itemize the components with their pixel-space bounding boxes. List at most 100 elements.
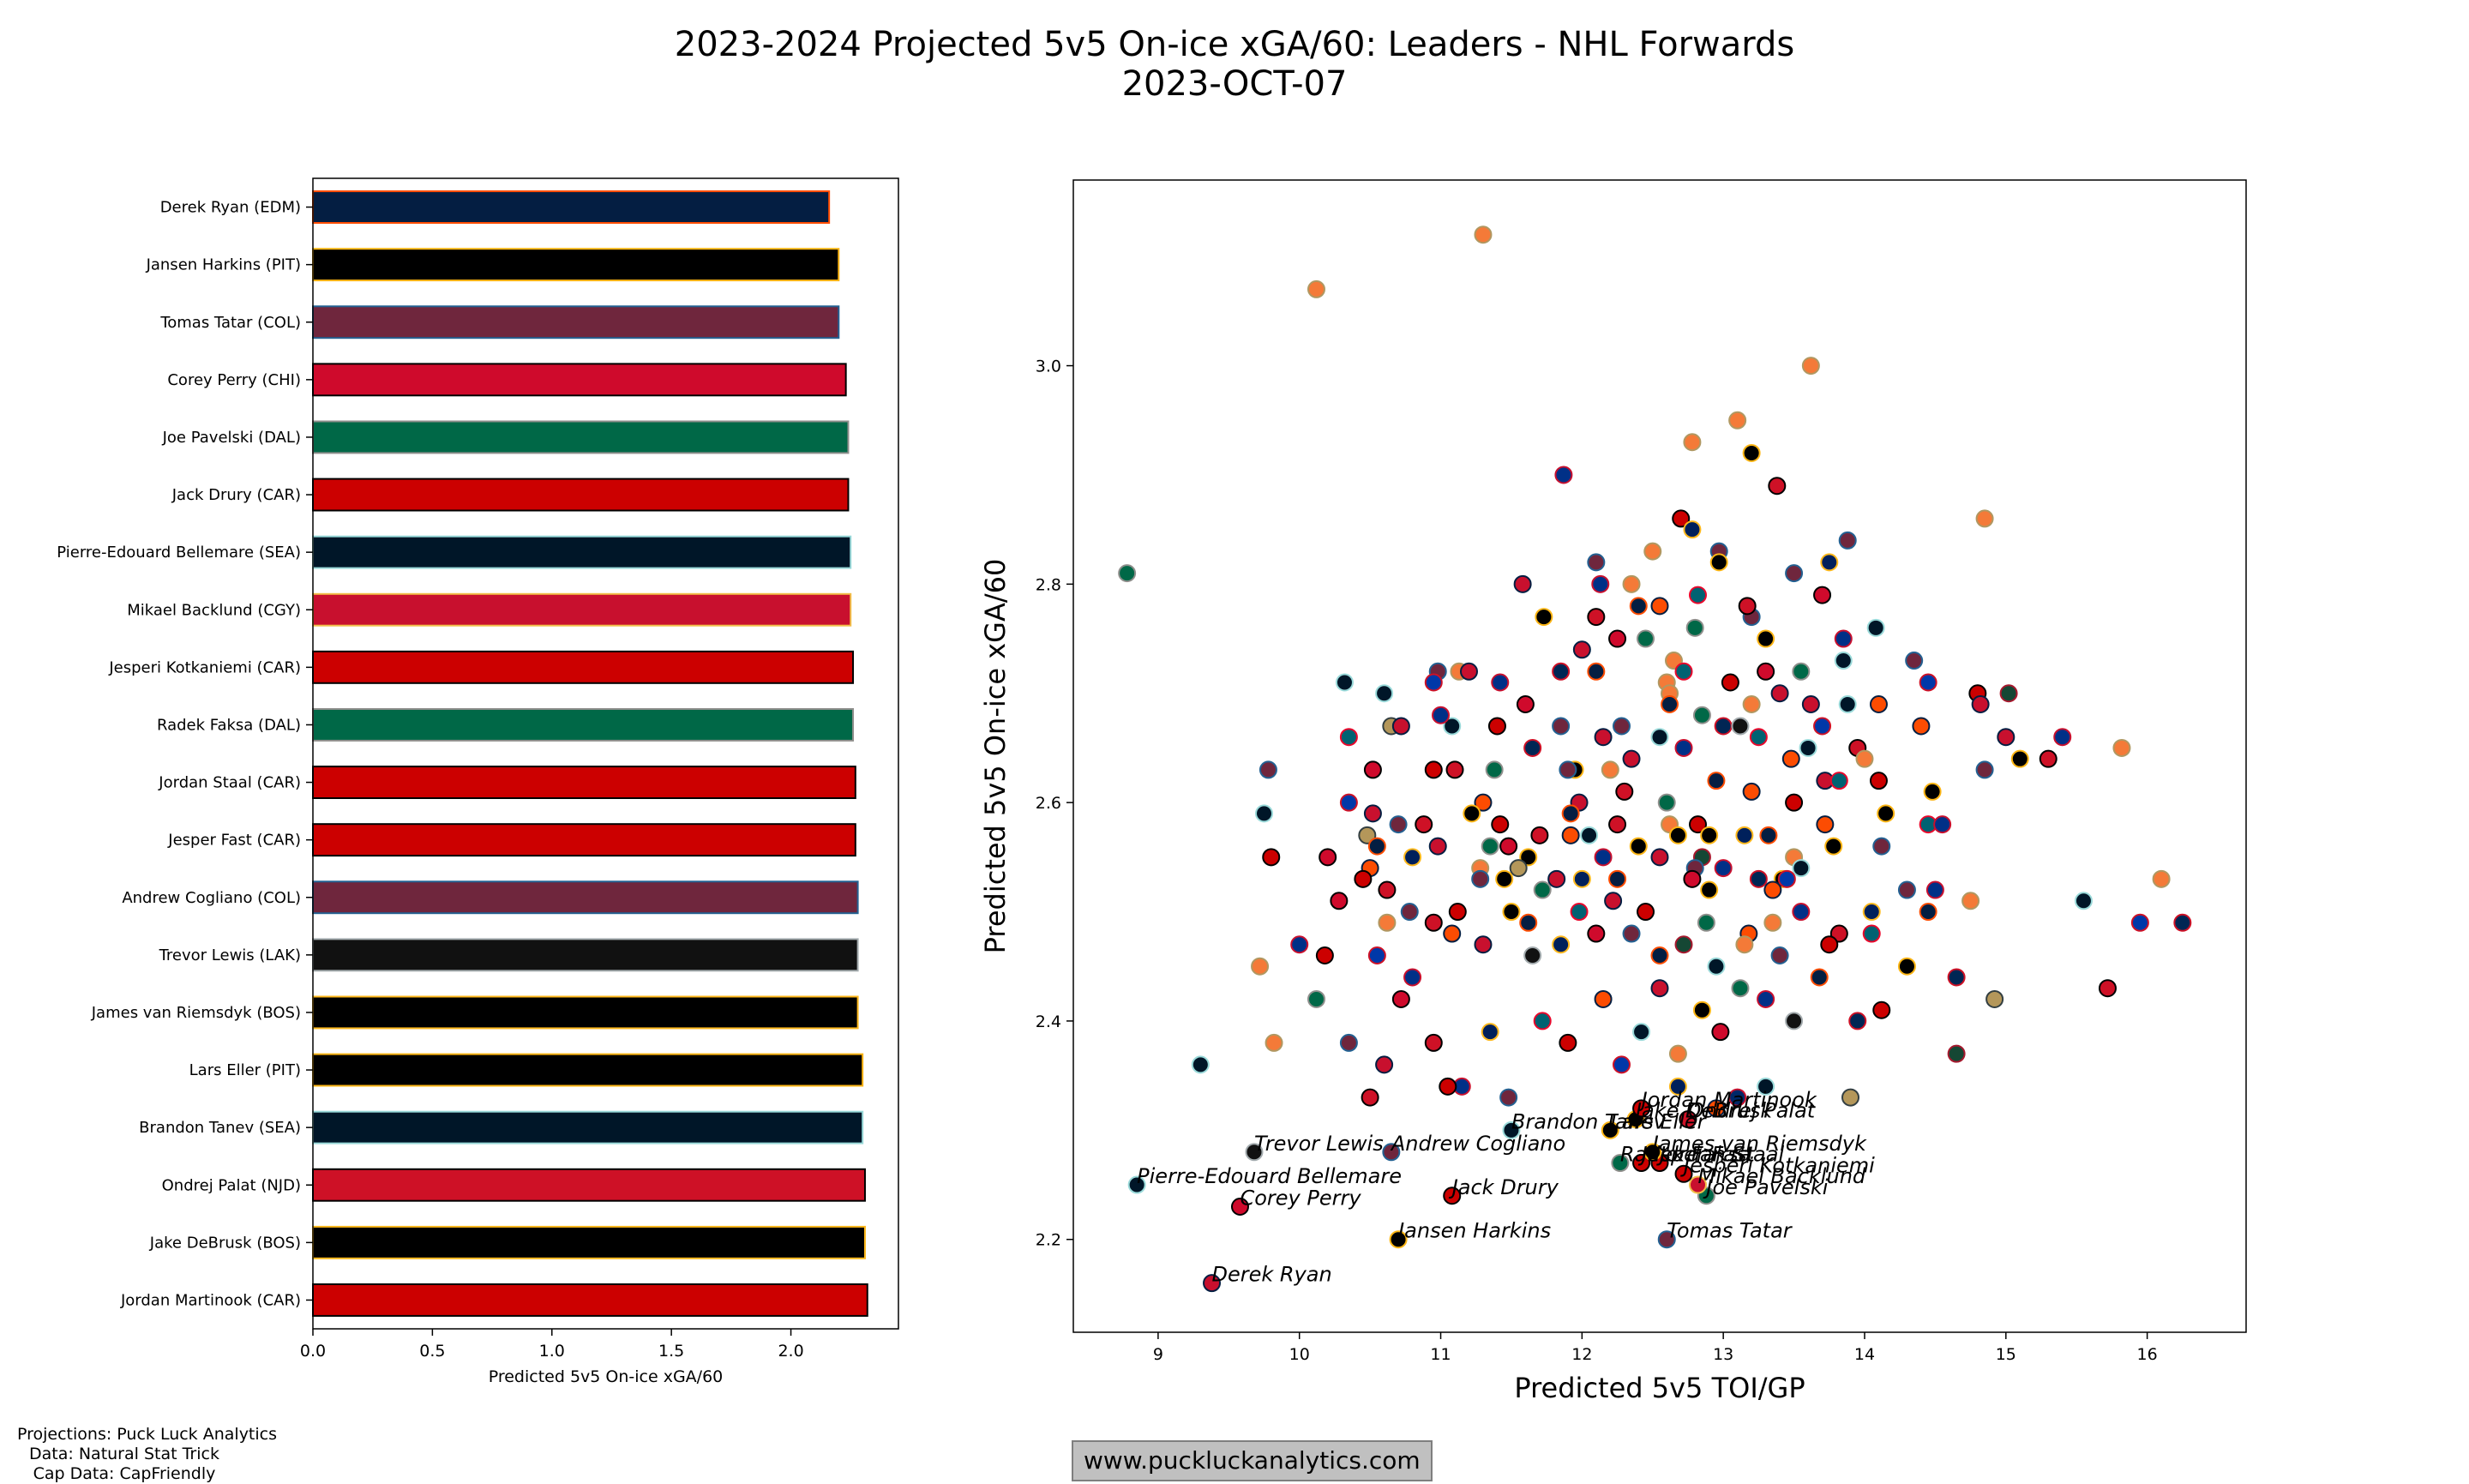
scatter-point	[1307, 989, 1325, 1008]
bar	[312, 1110, 864, 1145]
scatter-point	[1816, 815, 1835, 834]
scatter-point	[1604, 892, 1623, 910]
scatter-point	[2112, 738, 2131, 757]
bar	[312, 535, 852, 569]
bar	[312, 650, 855, 684]
scatter-point	[1697, 913, 1715, 932]
bar-label: Mikael Backlund (CGY)	[127, 601, 301, 619]
scatter-point	[1594, 848, 1613, 867]
scatter-point	[1707, 957, 1726, 976]
scatter-point	[1650, 728, 1669, 747]
scatter-point	[1781, 749, 1800, 768]
credit-cap-data: Cap Data: CapFriendly	[33, 1464, 216, 1483]
scatter-point	[1439, 1077, 1457, 1096]
scatter-point	[1559, 760, 1577, 779]
player-label: Derek Ryan	[1212, 1263, 1332, 1287]
credit-projections: Projections: Puck Luck Analytics	[17, 1425, 278, 1444]
scatter-point	[1118, 564, 1137, 583]
scatter-point	[1763, 913, 1782, 932]
scatter-point	[1792, 903, 1811, 922]
player-label: Ondrej Palat	[1688, 1099, 1817, 1123]
highlighted-point	[1127, 1175, 1146, 1194]
scatter-point	[1251, 957, 1270, 976]
scatter-point	[1459, 662, 1478, 681]
scatter-point	[1749, 869, 1768, 888]
scatter-point	[1319, 848, 1337, 867]
scatter-point	[1975, 509, 1994, 528]
scatter-point	[1375, 1055, 1394, 1074]
scatter-point	[1622, 749, 1641, 768]
scatter-point	[1838, 694, 1857, 713]
scatter-point	[1834, 629, 1853, 648]
x-tick-label: 14	[1854, 1345, 1875, 1364]
bar	[312, 1053, 864, 1087]
scatter-point	[1572, 640, 1591, 659]
player-label: Pierre-Edouard Bellemare	[1137, 1164, 1402, 1188]
scatter-point	[1897, 880, 1916, 899]
scatter-point	[1491, 815, 1510, 834]
scatter-point	[1919, 673, 1937, 692]
x-tick-label: 0.0	[300, 1342, 326, 1361]
scatter-point	[1862, 903, 1881, 922]
scatter-point	[1661, 694, 1679, 713]
y-tick-label: 3.0	[1036, 357, 1061, 376]
scatter-point	[1330, 892, 1349, 910]
player-label: Jordan Staal	[1656, 1143, 1784, 1167]
scatter-point	[1711, 1023, 1730, 1042]
scatter-point	[1728, 411, 1747, 430]
scatter-point	[1516, 694, 1535, 713]
scatter-point	[1535, 608, 1553, 627]
scatter-point	[1820, 553, 1839, 572]
scatter-point	[1872, 837, 1891, 856]
scatter-point	[1731, 717, 1750, 736]
scatter-point	[1738, 597, 1757, 616]
scatter-point	[1443, 924, 1462, 943]
bar-label: Jansen Harkins (PIT)	[146, 256, 301, 274]
scatter-point	[1632, 1023, 1651, 1042]
scatter-point	[1785, 793, 1804, 812]
scatter-point	[1912, 717, 1931, 736]
scatter-point	[1403, 848, 1422, 867]
scatter-point	[1424, 760, 1443, 779]
player-label: Jordan Martinook	[1638, 1088, 1817, 1112]
scatter-point	[1513, 574, 1532, 593]
scatter-point	[1683, 520, 1702, 539]
scatter-point	[1777, 869, 1796, 888]
scatter-point	[1869, 772, 1888, 790]
scatter-point	[1872, 1000, 1891, 1019]
scatter-point	[1689, 815, 1708, 834]
scatter-point	[1509, 859, 1528, 878]
scatter-point	[1692, 1000, 1711, 1019]
bar-label: Joe Pavelski (DAL)	[162, 429, 301, 447]
scatter-point	[1637, 903, 1655, 922]
player-label: Jesperi Kotkaniemi	[1680, 1153, 1875, 1177]
scatter-point	[1650, 979, 1669, 998]
scatter-point	[1443, 717, 1462, 736]
scatter-point	[1707, 772, 1726, 790]
scatter-point	[1608, 869, 1627, 888]
scatter-point	[1339, 793, 1358, 812]
scatter-point	[1559, 1033, 1577, 1052]
scatter-point	[1415, 815, 1433, 834]
scatter-point	[1668, 826, 1687, 844]
x-tick-label: 16	[2137, 1345, 2158, 1364]
scatter-point	[2039, 749, 2058, 768]
scatter-point	[1255, 804, 1274, 823]
scatter-point	[1403, 968, 1422, 987]
scatter-point	[2053, 728, 2072, 747]
scatter-point	[1378, 913, 1397, 932]
scatter-point	[1700, 826, 1719, 844]
scatter-point	[1650, 597, 1669, 616]
scatter-point	[1481, 837, 1499, 856]
website-link[interactable]: www.puckluckanalytics.com	[1072, 1440, 1433, 1481]
scatter-point	[1714, 859, 1733, 878]
scatter-point	[1367, 946, 1386, 964]
scatter-point	[1481, 1023, 1499, 1042]
scatter-point	[1770, 946, 1789, 964]
x-tick-label: 13	[1713, 1345, 1733, 1364]
scatter-point	[1971, 694, 1990, 713]
scatter-point	[1768, 477, 1787, 496]
x-tick-label: 11	[1430, 1345, 1451, 1364]
scatter-point	[1561, 826, 1580, 844]
scatter-point	[1742, 443, 1761, 462]
